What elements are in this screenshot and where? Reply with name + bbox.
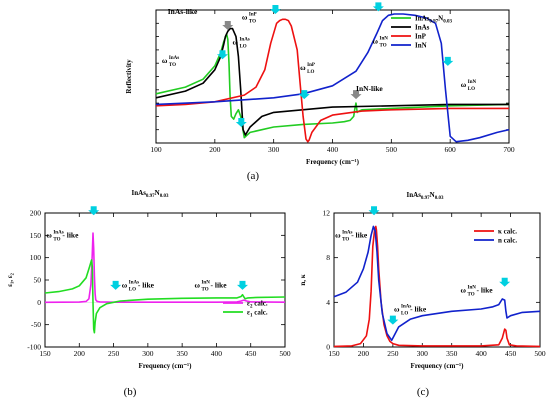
x-tick-label: 450 xyxy=(505,349,517,358)
marker-arrow-4 xyxy=(269,4,281,14)
panel-b-title: InAs0.97N0.03 xyxy=(132,189,169,199)
x-tick-label: 200 xyxy=(209,145,221,154)
y-tick-label: 8 xyxy=(326,253,330,262)
x-tick-label: 250 xyxy=(108,349,120,358)
x-axis-label: Frequency (cm⁻¹) xyxy=(306,158,360,166)
panel-label-b: (b) xyxy=(124,386,137,398)
x-tick-label: 300 xyxy=(268,145,280,154)
legend-label-n-calc: n calc. xyxy=(498,237,517,245)
panel-label-a: (a) xyxy=(247,170,260,182)
series-line-inas xyxy=(155,27,509,136)
x-axis-label: Frequency (cm⁻¹) xyxy=(411,362,465,370)
y-axis-label: Reflectivity xyxy=(125,59,133,94)
x-tick-label: 200 xyxy=(358,349,370,358)
series-line-inp xyxy=(155,18,509,143)
marker-arrow-8 xyxy=(442,56,454,66)
x-tick-label: 250 xyxy=(387,349,399,358)
series-line-calc xyxy=(44,259,286,334)
annotation-omega-to-inas: ω InAs TO - like xyxy=(46,231,79,243)
marker-arrow-5 xyxy=(298,90,310,100)
x-tick-label: 400 xyxy=(211,349,223,358)
x-tick-label: 450 xyxy=(245,349,257,358)
annotation-omega-lo-inas: ω InAs LO - like xyxy=(394,304,427,316)
x-tick-label: 100 xyxy=(150,145,162,154)
annotation-omega-to-inn: ω InN TO - like xyxy=(194,281,227,293)
y-tick-label: 4 xyxy=(326,298,330,307)
x-axis-label: Frequency (cm⁻¹) xyxy=(139,362,193,370)
legend-label-inn: InN xyxy=(415,42,427,50)
annotation-inn-like: InN-like xyxy=(356,84,383,93)
marker-arrow-3 xyxy=(235,118,247,128)
x-tick-label: 350 xyxy=(177,349,189,358)
y-tick-label: 200 xyxy=(30,209,42,218)
plot-frame xyxy=(333,212,541,348)
marker-arrow-7 xyxy=(372,2,384,12)
y-tick-label: 0 xyxy=(326,343,330,352)
marker-arrow-1 xyxy=(368,206,380,216)
legend-label-calc: ε2 calc. xyxy=(247,300,268,310)
panel-label-c: (c) xyxy=(417,386,430,398)
marker-arrow-3 xyxy=(499,277,511,287)
annotation-omega-to-inas: ω InAs TO xyxy=(162,56,179,68)
legend-label-inas: InAs xyxy=(415,24,430,32)
marker-arrow-2 xyxy=(387,315,399,325)
x-tick-label: 500 xyxy=(279,349,291,358)
plot-frame xyxy=(44,212,286,348)
x-tick-label: 700 xyxy=(503,145,515,154)
x-tick-label: 500 xyxy=(534,349,546,358)
y-axis-label: n, κ xyxy=(299,274,307,285)
annotation-omega-to-inn: ω InN TO - like xyxy=(461,285,494,297)
panel-b-dielectric-chart: 150 200 250 300 350 400 450 500 -100 -50 0 50 100 150… xyxy=(6,206,291,370)
legend-label-calc: ε1 calc. xyxy=(247,309,268,319)
panel-c-optical-constants-chart: 150 200 250 300 350 400 450 500 0 4 8 12 Frequency (… xyxy=(299,206,546,370)
y-tick-label: 50 xyxy=(34,276,42,285)
x-tick-label: 300 xyxy=(417,349,429,358)
x-tick-label: 600 xyxy=(445,145,457,154)
marker-arrow-1 xyxy=(88,206,100,216)
legend-label-inp: InP xyxy=(415,33,427,41)
annotation-inas-like: InAs-like xyxy=(168,7,198,16)
marker-arrow-1 xyxy=(222,20,234,30)
legend: ε2 calc.ε1 calc. xyxy=(223,300,268,319)
annotation-omega-to-inas: ω InAs TO - like xyxy=(335,231,368,243)
x-tick-label: 300 xyxy=(142,349,154,358)
y-tick-label: -100 xyxy=(27,343,41,352)
annotation-omega-lo-inn: ω InN LO xyxy=(461,80,477,92)
x-tick-label: 500 xyxy=(386,145,398,154)
legend-label-inas0-97n0-03: InAs0.97N0.03 xyxy=(415,15,452,25)
series-line-calc xyxy=(44,232,286,304)
x-tick-label: 400 xyxy=(476,349,488,358)
x-tick-label: 150 xyxy=(328,349,340,358)
y-tick-label: 100 xyxy=(30,253,42,262)
panel-c-title: InAs0.97N0.03 xyxy=(407,191,444,201)
annotation-omega-to-inn: ω InN TO xyxy=(373,36,389,48)
marker-arrow-6 xyxy=(350,90,362,100)
marker-arrow-2 xyxy=(110,280,122,290)
marker-arrow-3 xyxy=(236,280,248,290)
panel-a-reflectivity-chart: 100 200 300 400 500 600 700 Frequency (cm⁻¹) Ref… xyxy=(125,2,515,166)
x-tick-label: 200 xyxy=(74,349,86,358)
annotation-omega-lo-inp: ω InP LO xyxy=(300,63,315,75)
y-axis-label: ε₁, ε₂ xyxy=(6,273,14,287)
y-tick-label: 150 xyxy=(30,231,42,240)
y-tick-label: 12 xyxy=(323,209,331,218)
legend-label-calc: κ calc. xyxy=(498,228,517,236)
x-tick-label: 350 xyxy=(446,349,458,358)
annotation-omega-to-inp: ω InP TO xyxy=(242,12,257,24)
y-tick-label: 0 xyxy=(37,298,41,307)
annotation-omega-lo-inas: ω InAs LO xyxy=(232,38,249,50)
series-line-inn xyxy=(155,13,510,143)
y-tick-label: -50 xyxy=(31,320,41,329)
marker-arrow-2 xyxy=(216,50,228,60)
x-tick-label: 400 xyxy=(327,145,339,154)
annotation-omega-lo-inas: ω InAs LO - like xyxy=(122,281,155,293)
series-line-n-calc xyxy=(333,225,541,342)
legend: κ calc.n calc. xyxy=(474,228,517,245)
x-tick-label: 150 xyxy=(39,349,51,358)
